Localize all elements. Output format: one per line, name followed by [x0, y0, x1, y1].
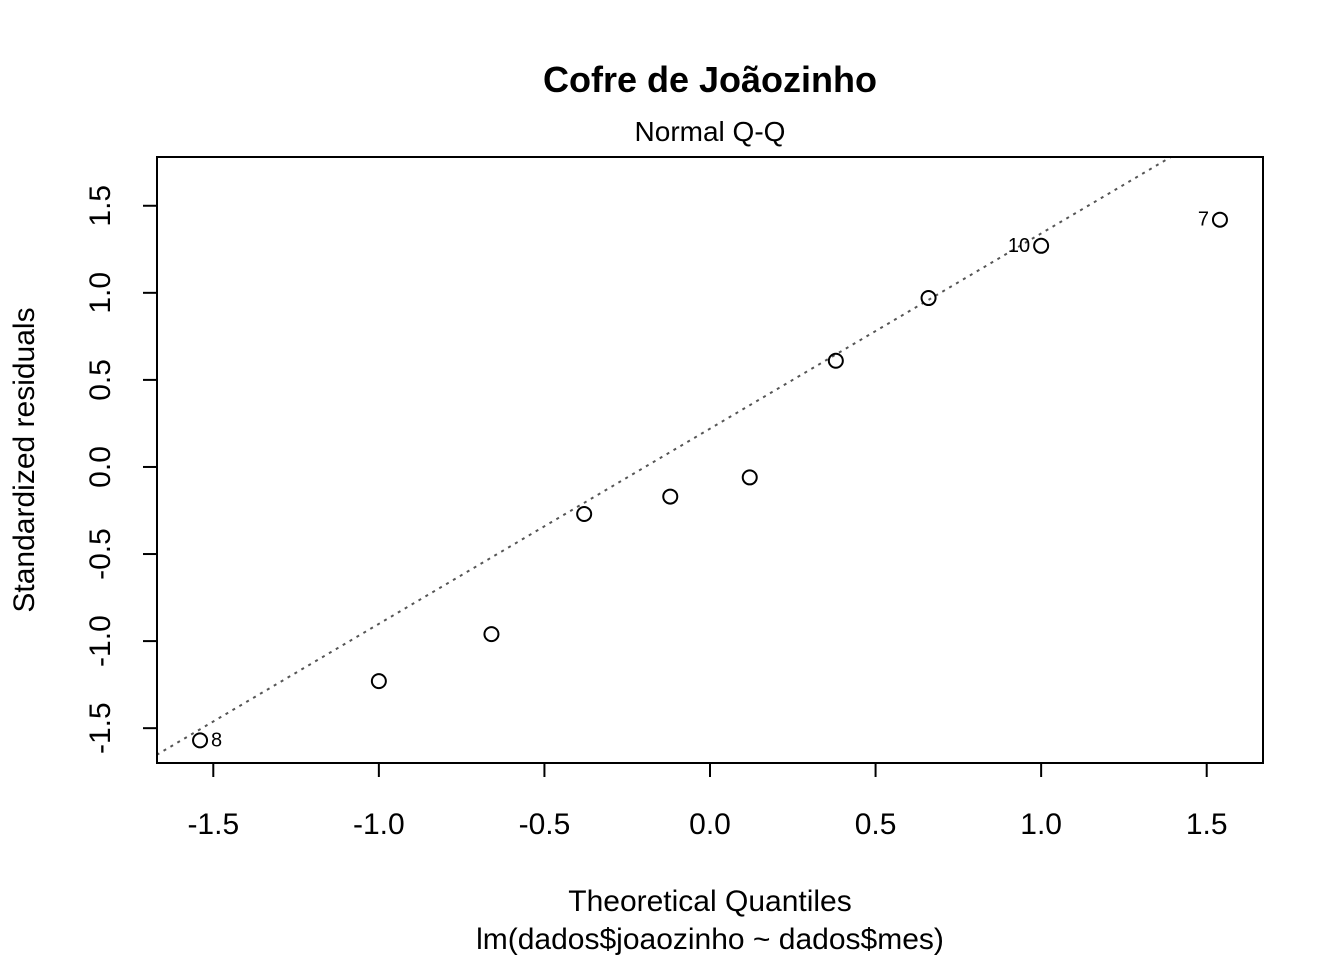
y-tick-label: 1.0: [84, 272, 117, 314]
x-axis: -1.5 -1.0 -0.5 0.0 0.5 1.0 1.5: [187, 762, 1228, 841]
x-tick-label: -0.5: [519, 808, 571, 841]
point-label: 7: [1198, 209, 1209, 231]
plot-frame: [156, 156, 1264, 764]
data-point: [741, 469, 758, 486]
x-tick-label: 1.0: [1020, 808, 1062, 841]
y-tick-label: 0.0: [84, 446, 117, 488]
data-point: [483, 626, 500, 643]
point-labels-group: 8 10 7: [211, 209, 1209, 752]
point-label: 8: [211, 729, 222, 751]
chart-subtitle: Normal Q-Q: [635, 116, 786, 147]
data-point: [370, 673, 387, 690]
y-tick-label: 1.5: [84, 185, 117, 227]
x-tick-label: 0.0: [689, 808, 731, 841]
x-tick-label: -1.0: [353, 808, 405, 841]
point-label: 10: [1008, 235, 1030, 257]
x-tick-label: 1.5: [1186, 808, 1228, 841]
data-point: [827, 352, 844, 369]
chart-title: Cofre de Joãozinho: [543, 59, 877, 100]
data-point: [662, 488, 679, 505]
data-point: [920, 290, 937, 307]
data-point: [576, 505, 593, 522]
y-tick-label: 0.5: [84, 359, 117, 401]
y-axis-label: Standardized residuals: [8, 307, 41, 612]
y-tick-label: -0.5: [84, 528, 117, 580]
x-axis-sublabel: lm(dados$joaozinho ~ dados$mes): [476, 923, 944, 956]
y-axis: -1.5 -1.0 -0.5 0.0 0.5 1.0 1.5: [84, 185, 158, 754]
x-axis-label: Theoretical Quantiles: [568, 885, 851, 918]
x-tick-label: -1.5: [187, 808, 239, 841]
x-tick-label: 0.5: [855, 808, 897, 841]
data-point: [1033, 237, 1050, 254]
data-point: [1211, 211, 1228, 228]
points-group: [192, 211, 1228, 749]
y-tick-label: -1.0: [84, 615, 117, 667]
data-point: [192, 732, 209, 749]
y-tick-label: -1.5: [84, 702, 117, 754]
